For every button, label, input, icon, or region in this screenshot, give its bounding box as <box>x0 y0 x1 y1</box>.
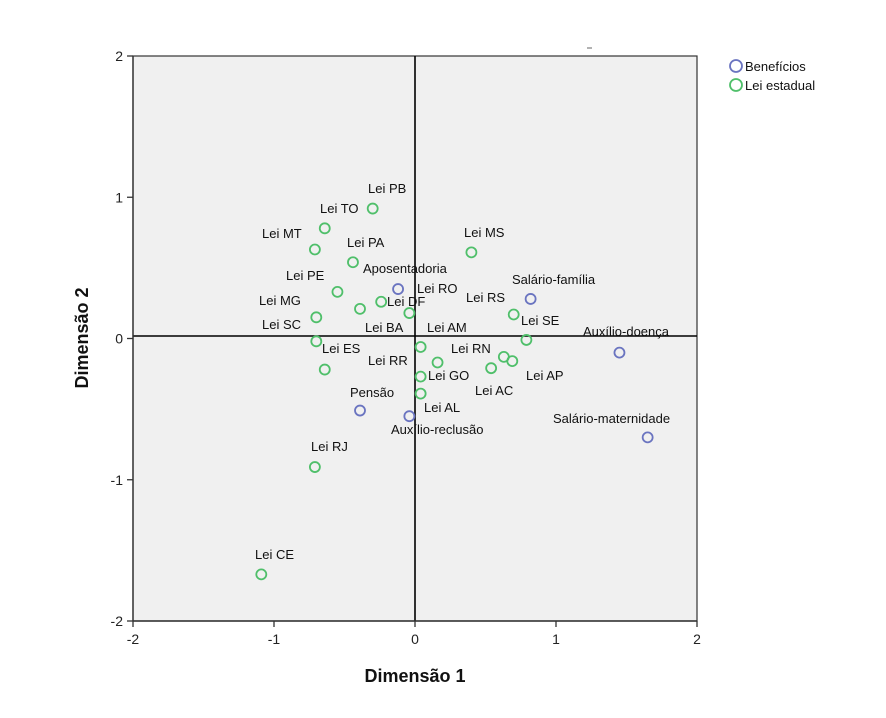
data-point-circle-icon[interactable] <box>613 346 626 359</box>
point-label: Lei RO <box>417 281 457 296</box>
data-point-circle-icon[interactable] <box>403 307 416 319</box>
data-point-circle-icon[interactable] <box>347 256 359 269</box>
point-label: Lei RR <box>368 353 408 368</box>
legend-label: Benefícios <box>745 59 806 74</box>
point-label: Lei BA <box>365 320 404 335</box>
data-point-circle-icon[interactable] <box>485 362 498 375</box>
point-label: Aposentadoria <box>363 261 448 276</box>
point-label: Lei PE <box>286 268 325 283</box>
point-label: Lei SC <box>262 317 301 332</box>
y-axis-title: Dimensão 2 <box>72 287 92 388</box>
data-point-circle-icon[interactable] <box>318 222 331 235</box>
point-label: Lei AM <box>427 320 467 335</box>
point-label: Auxílio-reclusão <box>391 422 484 437</box>
point-label: Lei AL <box>424 400 460 415</box>
point-label: Salário-família <box>512 272 596 287</box>
point-label: Lei AC <box>475 383 513 398</box>
data-point-circle-icon[interactable] <box>310 311 323 324</box>
point-label: Lei MG <box>259 293 301 308</box>
data-point-circle-icon[interactable] <box>354 302 366 315</box>
x-axis-title: Dimensão 1 <box>364 666 465 686</box>
data-point-circle-icon[interactable] <box>641 431 654 444</box>
data-point-circle-icon[interactable] <box>403 410 416 423</box>
data-point-circle-icon[interactable] <box>414 341 427 353</box>
data-point-circle-icon[interactable] <box>506 355 519 368</box>
y-axis-ticks: -2 -1 0 1 2 <box>111 48 133 629</box>
point-label: Lei SE <box>521 313 560 328</box>
data-point-circle-icon[interactable] <box>366 202 379 215</box>
point-label: Lei MS <box>464 225 505 240</box>
point-label: Salário-maternidade <box>553 411 670 426</box>
x-tick-label: 0 <box>411 631 419 647</box>
point-label: Lei PA <box>347 235 385 250</box>
data-point-circle-icon[interactable] <box>524 293 537 305</box>
point-label: Lei RS <box>466 290 505 305</box>
data-point-circle-icon[interactable] <box>354 404 366 417</box>
point-label: Lei PB <box>368 181 406 196</box>
legend-item-lei-estadual[interactable]: Lei estadual <box>729 78 815 93</box>
y-tick-label: 2 <box>115 48 123 64</box>
point-label: Lei AP <box>526 368 564 383</box>
data-point-circle-icon[interactable] <box>375 295 388 308</box>
data-point-circle-icon[interactable] <box>392 283 404 295</box>
data-point-circle-icon[interactable] <box>308 461 321 473</box>
point-label: Lei RJ <box>311 439 348 454</box>
point-label: Lei GO <box>428 368 469 383</box>
data-point-circle-icon[interactable] <box>310 335 323 348</box>
data-point-circle-icon[interactable] <box>414 370 427 383</box>
x-tick-label: 1 <box>552 631 560 647</box>
point-label: Lei MT <box>262 226 302 241</box>
y-tick-label: 1 <box>115 189 123 205</box>
point-label: Lei TO <box>320 201 359 216</box>
point-label: Lei RN <box>451 341 491 356</box>
legend-item-beneficios[interactable]: Benefícios <box>729 59 806 74</box>
legend: Benefícios Lei estadual <box>729 59 815 93</box>
data-point-circle-icon[interactable] <box>414 387 427 400</box>
data-point-circle-icon[interactable] <box>255 568 268 581</box>
y-tick-label: -2 <box>111 613 124 629</box>
data-point-circle-icon[interactable] <box>318 363 331 376</box>
x-tick-label: -1 <box>268 631 281 647</box>
point-label: Lei DF <box>387 294 425 309</box>
data-point-circle-icon[interactable] <box>465 246 478 259</box>
y-tick-label: 0 <box>115 331 123 347</box>
legend-marker-circle-icon <box>729 59 743 73</box>
x-tick-label: 2 <box>693 631 701 647</box>
point-labels: Lei PB Lei TO Lei MT Lei PA Aposentadoria Lei… <box>255 181 670 562</box>
legend-label: Lei estadual <box>745 78 815 93</box>
data-point-circle-icon[interactable] <box>507 308 520 321</box>
y-tick-label: -1 <box>111 472 124 488</box>
x-tick-label: -2 <box>127 631 140 647</box>
data-point-circle-icon[interactable] <box>331 285 344 298</box>
data-point-circle-icon[interactable] <box>431 356 444 369</box>
point-label: Lei CE <box>255 547 294 562</box>
x-axis-ticks: -2 -1 0 1 2 <box>127 621 701 647</box>
legend-marker-circle-icon <box>729 78 743 92</box>
data-point-circle-icon[interactable] <box>308 243 321 256</box>
point-label: Auxílio-doença <box>583 324 670 339</box>
point-label: Pensão <box>350 385 394 400</box>
point-label: Lei ES <box>322 341 361 356</box>
data-points <box>255 202 654 581</box>
data-point-circle-icon[interactable] <box>520 334 533 346</box>
